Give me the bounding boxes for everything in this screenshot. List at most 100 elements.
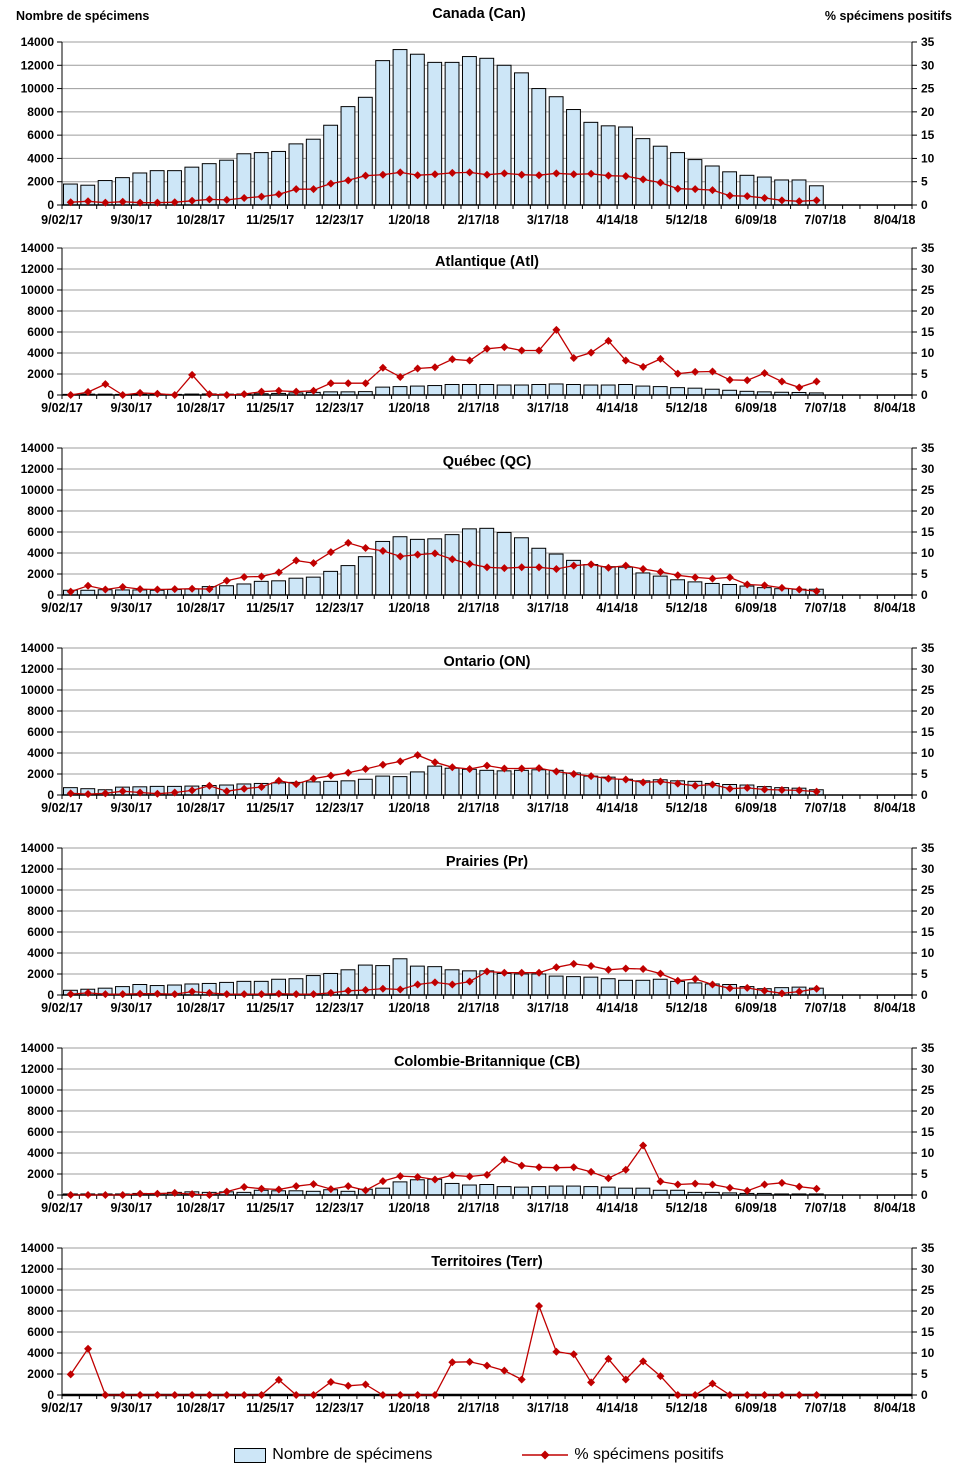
svg-text:10/28/17: 10/28/17 [176, 801, 225, 815]
svg-text:3/17/18: 3/17/18 [527, 213, 569, 227]
chart-title: Atlantique (Atl) [435, 254, 539, 270]
line-group [66, 751, 821, 799]
svg-text:6/09/18: 6/09/18 [735, 801, 777, 815]
svg-text:15: 15 [921, 325, 935, 339]
svg-text:4000: 4000 [27, 946, 54, 960]
svg-text:5/12/18: 5/12/18 [666, 601, 708, 615]
svg-text:7/07/18: 7/07/18 [804, 213, 846, 227]
svg-text:10: 10 [921, 1146, 935, 1160]
x-axis-ticks: 9/02/17 9/30/17 10/28/17 11/25/17 12/23/17 1/… [41, 995, 916, 1015]
svg-text:12/23/17: 12/23/17 [315, 801, 364, 815]
svg-text:10000: 10000 [21, 82, 55, 96]
svg-text:0: 0 [47, 198, 54, 212]
svg-text:6000: 6000 [27, 925, 54, 939]
svg-text:0: 0 [921, 788, 928, 802]
legend-bar-swatch [234, 1447, 267, 1463]
svg-text:9/02/17: 9/02/17 [41, 401, 83, 415]
chart-title: Colombie-Britannique (CB) [394, 1054, 580, 1070]
svg-text:20: 20 [921, 504, 935, 518]
svg-text:1/20/18: 1/20/18 [388, 213, 430, 227]
chart-quebec: 0 2000 4000 6000 8000 10000 12000 14000 0 5 10 15 20… [0, 433, 958, 633]
chart-colombie-britannique: 0 2000 4000 6000 8000 10000 12000 14000 0 5 10 15 20… [0, 1033, 958, 1233]
svg-text:2000: 2000 [27, 367, 54, 381]
svg-text:8000: 8000 [27, 304, 54, 318]
svg-text:10: 10 [921, 746, 935, 760]
right-axis-ticks: 0 5 10 15 20 25 30 35 [912, 841, 935, 1002]
x-axis-ticks: 9/02/17 9/30/17 10/28/17 11/25/17 12/23/17 1/… [41, 395, 916, 415]
svg-text:12/23/17: 12/23/17 [315, 213, 364, 227]
svg-text:3/17/18: 3/17/18 [527, 601, 569, 615]
svg-text:8000: 8000 [27, 504, 54, 518]
svg-text:5: 5 [921, 767, 928, 781]
svg-text:4/14/18: 4/14/18 [596, 401, 638, 415]
svg-text:9/30/17: 9/30/17 [111, 1201, 153, 1215]
svg-text:12000: 12000 [21, 262, 55, 276]
svg-text:8/04/18: 8/04/18 [874, 401, 916, 415]
svg-text:8000: 8000 [27, 704, 54, 718]
right-axis-ticks: 0 5 10 15 20 25 30 35 [912, 1241, 935, 1402]
gridlines [62, 1247, 912, 1375]
svg-text:20: 20 [921, 1304, 935, 1318]
svg-text:0: 0 [47, 388, 54, 402]
svg-text:7/07/18: 7/07/18 [804, 1001, 846, 1015]
svg-text:4/14/18: 4/14/18 [596, 801, 638, 815]
chart-canada-plot: 0 2000 4000 6000 8000 10000 12000 14000 0 5 10 15 20… [21, 35, 935, 227]
bars-group [63, 958, 824, 996]
svg-text:2/17/18: 2/17/18 [457, 1401, 499, 1415]
chart-title: Ontario (ON) [444, 654, 531, 670]
chart-canada: 0 2000 4000 6000 8000 10000 12000 14000 0 5 10 15 20… [0, 28, 958, 233]
svg-text:6/09/18: 6/09/18 [735, 213, 777, 227]
svg-text:4000: 4000 [27, 151, 54, 165]
right-axis-ticks: 0 5 10 15 20 25 30 35 [912, 35, 935, 212]
svg-text:0: 0 [921, 388, 928, 402]
svg-text:2000: 2000 [27, 967, 54, 981]
svg-text:12/23/17: 12/23/17 [315, 401, 364, 415]
svg-text:14000: 14000 [21, 441, 55, 455]
svg-text:6/09/18: 6/09/18 [735, 1001, 777, 1015]
svg-text:5/12/18: 5/12/18 [666, 213, 708, 227]
svg-text:12000: 12000 [21, 1062, 55, 1076]
svg-text:5/12/18: 5/12/18 [666, 1401, 708, 1415]
svg-text:6000: 6000 [27, 1125, 54, 1139]
svg-text:12000: 12000 [21, 1262, 55, 1276]
svg-text:5: 5 [921, 1367, 928, 1381]
svg-text:5: 5 [921, 1167, 928, 1181]
svg-text:10000: 10000 [21, 683, 55, 697]
svg-text:25: 25 [921, 1283, 935, 1297]
svg-text:2/17/18: 2/17/18 [457, 401, 499, 415]
svg-text:10: 10 [921, 946, 935, 960]
svg-text:35: 35 [921, 1041, 935, 1055]
svg-text:8/04/18: 8/04/18 [874, 1401, 916, 1415]
svg-text:6/09/18: 6/09/18 [735, 1401, 777, 1415]
svg-text:0: 0 [921, 198, 928, 212]
svg-text:30: 30 [921, 462, 935, 476]
svg-text:6/09/18: 6/09/18 [735, 1201, 777, 1215]
svg-text:2/17/18: 2/17/18 [457, 801, 499, 815]
svg-text:15: 15 [921, 1125, 935, 1139]
svg-text:9/02/17: 9/02/17 [41, 213, 83, 227]
svg-text:20: 20 [921, 1104, 935, 1118]
svg-text:35: 35 [921, 35, 935, 49]
svg-text:15: 15 [921, 1325, 935, 1339]
bars-group [63, 765, 824, 796]
svg-text:9/02/17: 9/02/17 [41, 601, 83, 615]
svg-text:4000: 4000 [27, 546, 54, 560]
svg-text:9/30/17: 9/30/17 [111, 1401, 153, 1415]
svg-text:8/04/18: 8/04/18 [874, 801, 916, 815]
svg-text:20: 20 [921, 904, 935, 918]
svg-text:14000: 14000 [21, 35, 55, 49]
svg-text:15: 15 [921, 725, 935, 739]
svg-text:35: 35 [921, 441, 935, 455]
svg-text:12000: 12000 [21, 862, 55, 876]
svg-text:10000: 10000 [21, 1083, 55, 1097]
svg-text:6000: 6000 [27, 1325, 54, 1339]
svg-text:6/09/18: 6/09/18 [735, 601, 777, 615]
svg-text:10000: 10000 [21, 283, 55, 297]
svg-text:6000: 6000 [27, 725, 54, 739]
chart-colombie-britannique-plot: 0 2000 4000 6000 8000 10000 12000 14000 0 5 10 15 20… [21, 1041, 935, 1215]
svg-text:4/14/18: 4/14/18 [596, 1201, 638, 1215]
svg-text:7/07/18: 7/07/18 [804, 1201, 846, 1215]
svg-text:10/28/17: 10/28/17 [176, 1001, 225, 1015]
svg-text:7/07/18: 7/07/18 [804, 801, 846, 815]
